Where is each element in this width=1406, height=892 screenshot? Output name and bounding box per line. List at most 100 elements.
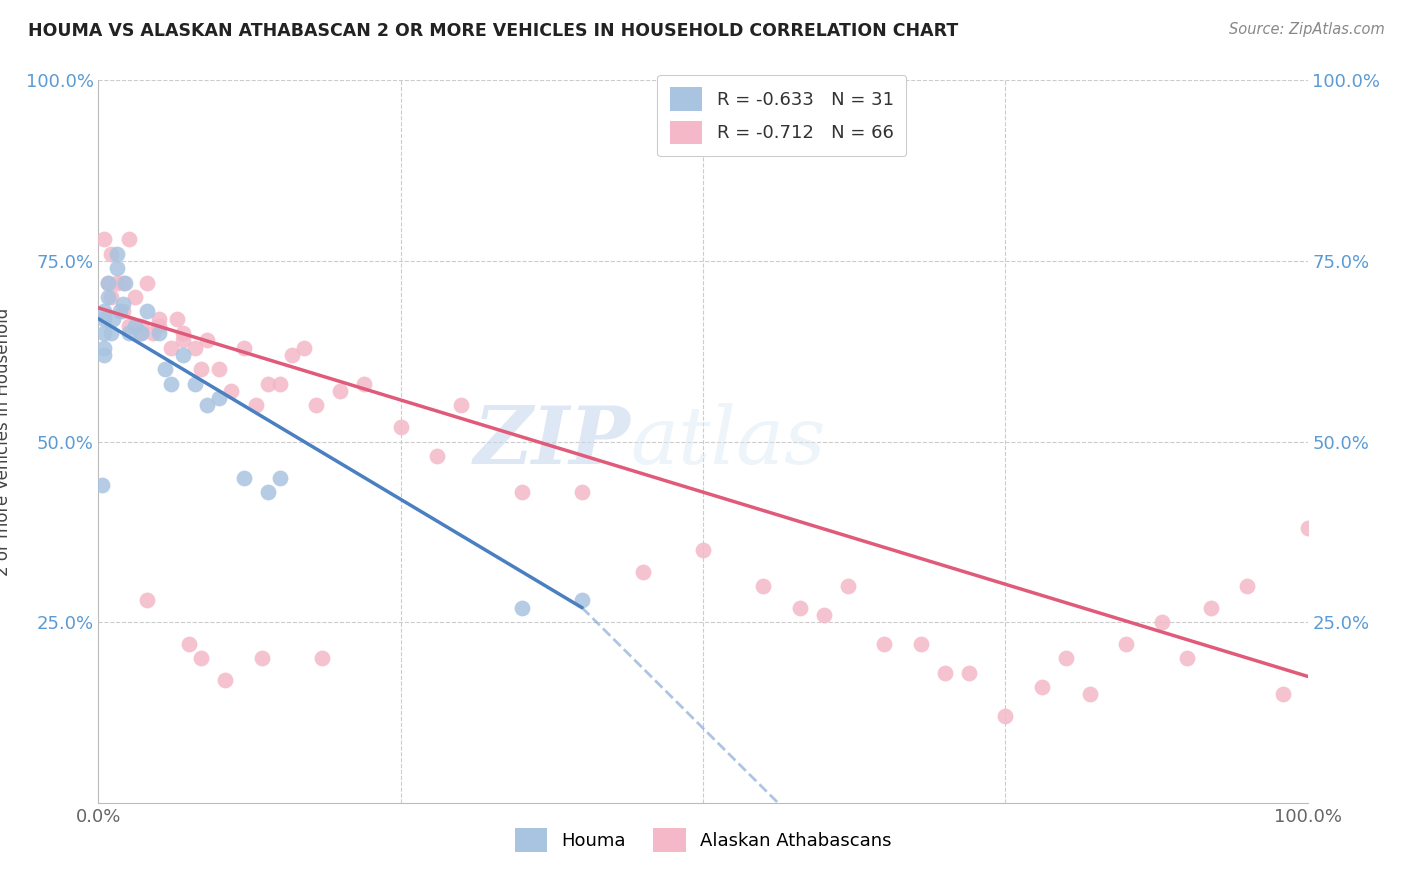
Point — [1236, 579, 1258, 593]
Point — [100, 246, 122, 260]
Point — [311, 651, 333, 665]
Point — [148, 326, 170, 340]
Point — [160, 376, 183, 391]
Point — [329, 384, 352, 398]
Point — [91, 478, 114, 492]
Point — [105, 261, 128, 276]
Point — [93, 304, 115, 318]
Point — [172, 334, 194, 348]
Point — [571, 485, 593, 500]
Point — [97, 276, 120, 290]
Point — [353, 376, 375, 391]
Text: HOUMA VS ALASKAN ATHABASCAN 2 OR MORE VEHICLES IN HOUSEHOLD CORRELATION CHART: HOUMA VS ALASKAN ATHABASCAN 2 OR MORE VE… — [28, 22, 959, 40]
Point — [510, 485, 533, 500]
Point — [232, 341, 254, 355]
Point — [389, 420, 412, 434]
Point — [97, 290, 120, 304]
Point — [214, 673, 236, 687]
Point — [245, 398, 267, 412]
Point — [100, 326, 122, 340]
Point — [910, 637, 932, 651]
Text: atlas: atlas — [630, 403, 825, 480]
Point — [232, 470, 254, 484]
Point — [153, 362, 176, 376]
Point — [101, 311, 124, 326]
Point — [184, 341, 207, 355]
Point — [97, 276, 120, 290]
Point — [190, 362, 212, 376]
Point — [93, 232, 115, 246]
Point — [208, 362, 231, 376]
Point — [269, 470, 291, 484]
Point — [129, 326, 152, 340]
Point — [1078, 687, 1101, 701]
Point — [118, 326, 141, 340]
Point — [1175, 651, 1198, 665]
Point — [752, 579, 775, 593]
Point — [184, 376, 207, 391]
Point — [118, 318, 141, 333]
Point — [1054, 651, 1077, 665]
Point — [135, 304, 157, 318]
Point — [1115, 637, 1137, 651]
Point — [166, 311, 188, 326]
Point — [135, 593, 157, 607]
Point — [1272, 687, 1295, 701]
Point — [172, 326, 194, 340]
Point — [510, 600, 533, 615]
Point — [195, 334, 218, 348]
Point — [105, 276, 128, 290]
Point — [426, 449, 449, 463]
Point — [105, 246, 128, 260]
Point — [256, 485, 278, 500]
Point — [93, 348, 115, 362]
Point — [692, 542, 714, 557]
Point — [631, 565, 654, 579]
Point — [129, 326, 152, 340]
Point — [129, 318, 152, 333]
Point — [100, 290, 122, 304]
Text: ZIP: ZIP — [474, 403, 630, 480]
Point — [221, 384, 243, 398]
Point — [108, 304, 131, 318]
Point — [111, 276, 134, 290]
Point — [250, 651, 273, 665]
Point — [571, 593, 593, 607]
Point — [789, 600, 811, 615]
Point — [93, 311, 115, 326]
Point — [190, 651, 212, 665]
Point — [179, 637, 201, 651]
Point — [124, 290, 146, 304]
Point — [1152, 615, 1174, 630]
Point — [195, 398, 218, 412]
Point — [813, 607, 835, 622]
Point — [873, 637, 896, 651]
Point — [934, 665, 956, 680]
Point — [124, 318, 146, 333]
Point — [135, 276, 157, 290]
Point — [114, 276, 136, 290]
Point — [269, 376, 291, 391]
Point — [1199, 600, 1222, 615]
Point — [994, 709, 1017, 723]
Point — [148, 318, 170, 333]
Point — [305, 398, 328, 412]
Point — [281, 348, 304, 362]
Point — [93, 341, 115, 355]
Point — [450, 398, 472, 412]
Point — [1031, 680, 1053, 694]
Y-axis label: 2 or more Vehicles in Household: 2 or more Vehicles in Household — [0, 308, 11, 575]
Point — [148, 311, 170, 326]
Point — [160, 341, 183, 355]
Point — [172, 348, 194, 362]
Point — [256, 376, 278, 391]
Point — [957, 665, 980, 680]
Point — [111, 297, 134, 311]
Point — [1296, 521, 1319, 535]
Point — [208, 391, 231, 405]
Text: Source: ZipAtlas.com: Source: ZipAtlas.com — [1229, 22, 1385, 37]
Point — [111, 304, 134, 318]
Point — [837, 579, 859, 593]
Legend: Houma, Alaskan Athabascans: Houma, Alaskan Athabascans — [508, 822, 898, 859]
Point — [93, 326, 115, 340]
